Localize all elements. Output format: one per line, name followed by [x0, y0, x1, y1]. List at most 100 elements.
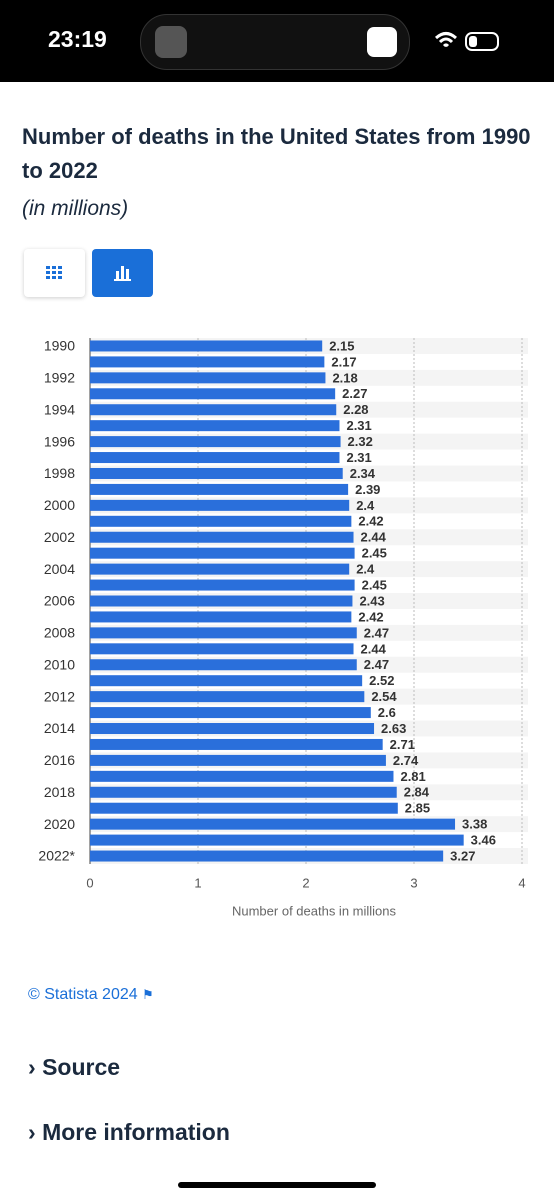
data-label: 3.27 [450, 848, 475, 863]
data-label: 2.31 [346, 450, 371, 465]
data-label: 2.44 [361, 530, 387, 545]
data-label: 2.47 [364, 657, 389, 672]
y-tick-label: 2012 [44, 688, 75, 704]
bar [90, 388, 336, 400]
bar [90, 531, 354, 543]
chart: 0 1 2 3 4 Number of deaths in millions 1990 2.1… [38, 338, 528, 918]
data-label: 2.6 [378, 705, 396, 720]
bar [90, 452, 340, 464]
bar [90, 723, 375, 735]
chart-subtitle: (in millions) [22, 197, 129, 220]
data-label: 2.74 [393, 753, 419, 768]
bar [90, 467, 343, 479]
data-label: 2.15 [329, 338, 354, 353]
data-label: 2.4 [356, 562, 375, 577]
y-tick-label: 2004 [44, 561, 75, 577]
data-label: 2.52 [369, 673, 394, 688]
home-indicator [178, 1182, 376, 1188]
y-tick-label: 2010 [44, 656, 75, 672]
x-tick-label: 3 [410, 875, 417, 890]
x-axis-label: Number of deaths in millions [232, 903, 397, 918]
bar [90, 611, 352, 623]
bar [90, 675, 363, 687]
bar [90, 786, 397, 798]
app-icon [367, 27, 397, 57]
data-label: 2.39 [355, 482, 380, 497]
source-text: Source [42, 1054, 121, 1080]
y-tick-label: 2018 [44, 784, 75, 800]
bar [90, 563, 350, 575]
source-link[interactable]: › Source [28, 1054, 121, 1080]
bar [90, 754, 386, 766]
data-label: 2.71 [390, 737, 415, 752]
flag-icon: ⚑ [142, 987, 154, 1002]
data-label: 2.4 [356, 498, 375, 513]
x-tick-label: 1 [194, 875, 201, 890]
x-tick-label: 2 [302, 875, 309, 890]
y-tick-label: 2016 [44, 752, 75, 768]
x-tick-label: 0 [86, 875, 93, 890]
x-tick-label: 4 [518, 875, 525, 890]
bar [90, 595, 353, 607]
y-tick-label: 1996 [44, 433, 75, 449]
y-tick-label: 2000 [44, 497, 75, 513]
data-label: 2.45 [362, 546, 387, 561]
copyright-text: © Statista 2024 [28, 986, 138, 1003]
status-bar: 23:19 [0, 0, 554, 82]
y-tick-label: 2020 [44, 816, 75, 832]
data-label: 2.31 [346, 418, 371, 433]
status-icons [434, 32, 499, 51]
bar [90, 404, 337, 416]
bar [90, 834, 464, 846]
bar [90, 818, 456, 830]
bar [90, 499, 350, 511]
y-tick-label: 1992 [44, 370, 75, 386]
y-tick-label: 2014 [44, 720, 75, 736]
bar [90, 579, 355, 591]
chart-view-button[interactable] [92, 249, 153, 297]
data-label: 2.47 [364, 625, 389, 640]
bar [90, 738, 383, 750]
bar [90, 659, 357, 671]
data-label: 2.32 [348, 434, 373, 449]
data-label: 2.18 [332, 370, 357, 385]
data-label: 2.85 [405, 801, 430, 816]
y-tick-label: 2002 [44, 529, 75, 545]
bar [90, 436, 341, 448]
data-label: 2.81 [400, 769, 425, 784]
data-label: 2.45 [362, 577, 387, 592]
data-label: 2.44 [361, 641, 387, 656]
y-tick-label: 2006 [44, 593, 75, 609]
table-view-button[interactable] [24, 249, 85, 297]
bar [90, 372, 326, 384]
y-tick-label: 1990 [44, 338, 75, 354]
sound-icon [155, 26, 187, 58]
bar [90, 643, 354, 655]
data-label: 2.42 [358, 514, 383, 529]
chart-title: Number of deaths in the United States fr… [22, 124, 531, 183]
bar [90, 627, 357, 639]
data-label: 2.28 [343, 402, 368, 417]
data-label: 2.63 [381, 721, 406, 736]
y-tick-label: 1998 [44, 465, 75, 481]
bar [90, 420, 340, 432]
bar [90, 483, 349, 495]
data-label: 2.42 [358, 609, 383, 624]
bar [90, 850, 444, 862]
data-label: 2.27 [342, 386, 367, 401]
bar [90, 547, 355, 559]
data-label: 3.46 [471, 833, 496, 848]
more-info-link[interactable]: › More information [28, 1119, 230, 1145]
data-label: 2.34 [350, 466, 376, 481]
bar [90, 770, 394, 782]
data-label: 2.43 [359, 593, 384, 608]
y-tick-label: 1994 [44, 401, 75, 417]
data-label: 2.84 [404, 785, 430, 800]
bar [90, 802, 398, 814]
bar [90, 340, 323, 352]
dynamic-island [140, 14, 410, 70]
bar [90, 691, 365, 703]
copyright[interactable]: © Statista 2024 ⚑ [28, 986, 154, 1004]
y-tick-label: 2008 [44, 625, 75, 641]
